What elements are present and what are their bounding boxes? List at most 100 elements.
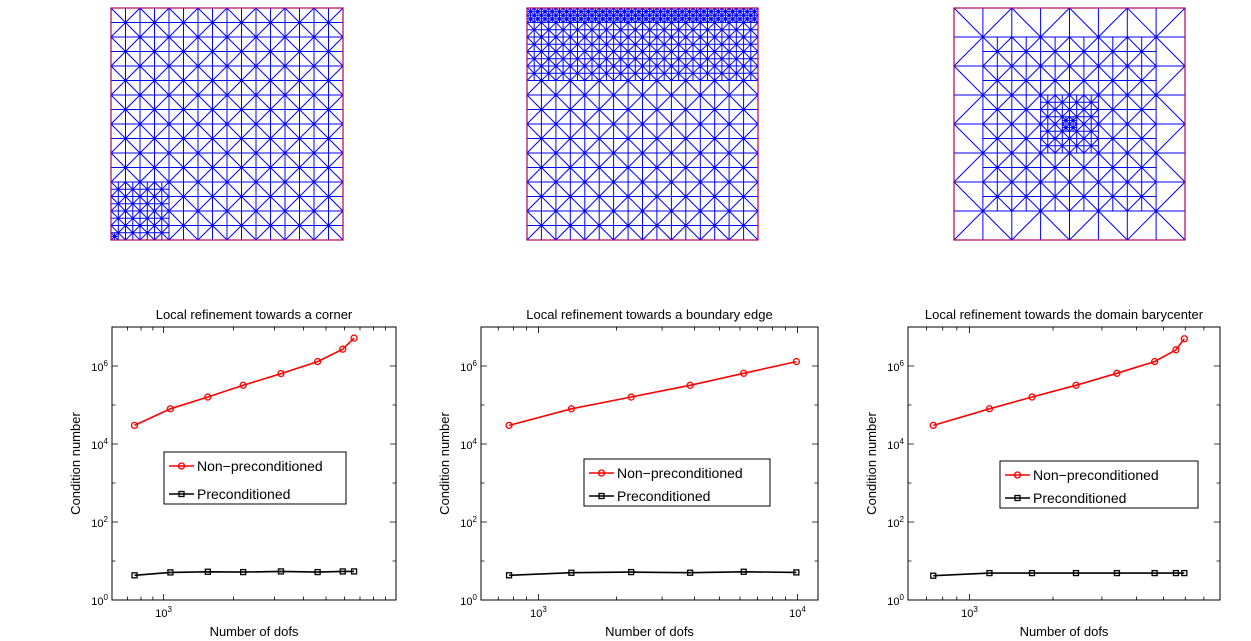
data-point bbox=[167, 569, 174, 576]
x-axis-label: Number of dofs bbox=[1020, 624, 1109, 639]
y-tick-label: 102 bbox=[887, 515, 904, 530]
series-non-preconditioned bbox=[130, 334, 358, 430]
y-tick-exp: 6 bbox=[473, 359, 478, 368]
mesh-boundary bbox=[526, 7, 759, 241]
data-point bbox=[313, 357, 322, 366]
legend-box bbox=[583, 458, 771, 507]
legend-label: Non−preconditioned bbox=[197, 458, 323, 474]
data-point bbox=[505, 421, 513, 430]
x-tick-label: 104 bbox=[789, 605, 806, 620]
x-axis-label: Number of dofs bbox=[605, 624, 694, 639]
data-point bbox=[277, 568, 285, 575]
mesh-boundary-edge bbox=[526, 7, 759, 241]
y-tick-base: 10 bbox=[460, 362, 472, 374]
x-axis-label: Number of dofs bbox=[210, 624, 299, 639]
data-point bbox=[1072, 381, 1080, 389]
data-point bbox=[1072, 569, 1080, 577]
y-tick-label: 100 bbox=[460, 593, 477, 608]
series-non-preconditioned bbox=[929, 335, 1188, 430]
data-point bbox=[686, 569, 694, 576]
data-point bbox=[567, 405, 576, 413]
data-point bbox=[740, 568, 747, 575]
mesh-boundary bbox=[953, 7, 1186, 241]
legend-marker bbox=[1014, 494, 1021, 502]
data-point bbox=[986, 569, 993, 577]
legend: Non−preconditioned Preconditioned bbox=[163, 451, 347, 505]
data-point bbox=[740, 369, 748, 377]
legend-box bbox=[163, 451, 347, 505]
y-tick-exp: 6 bbox=[104, 359, 109, 368]
series-line bbox=[508, 360, 797, 427]
y-tick-base: 10 bbox=[887, 440, 899, 452]
chart-title: Local refinement towards a corner bbox=[156, 307, 353, 322]
y-tick-label: 106 bbox=[460, 359, 477, 374]
y-tick-label: 106 bbox=[887, 359, 904, 374]
series-line bbox=[933, 572, 1185, 577]
legend-marker bbox=[1013, 471, 1022, 479]
series-line bbox=[509, 570, 797, 577]
data-point bbox=[1151, 569, 1158, 577]
data-point bbox=[628, 568, 635, 576]
data-point bbox=[1172, 569, 1180, 577]
legend-label: Preconditioned bbox=[617, 488, 710, 504]
mesh-edges bbox=[526, 7, 759, 241]
legend-label: Non−preconditioned bbox=[617, 465, 743, 481]
y-tick-label: 100 bbox=[91, 593, 108, 608]
x-tick-label: 103 bbox=[961, 605, 978, 620]
y-tick-label: 100 bbox=[887, 593, 904, 608]
mesh-boundary bbox=[110, 7, 344, 241]
series-line bbox=[933, 338, 1185, 427]
series-line bbox=[134, 570, 355, 577]
y-axis-label: Condition number bbox=[864, 412, 879, 515]
axis-ticks bbox=[480, 326, 818, 601]
y-tick-exp: 4 bbox=[473, 437, 478, 446]
y-tick-exp: 2 bbox=[473, 515, 478, 524]
mesh-barycenter bbox=[953, 7, 1186, 241]
data-point bbox=[240, 568, 247, 576]
data-point bbox=[350, 568, 358, 575]
data-point bbox=[239, 381, 247, 389]
y-tick-label: 104 bbox=[91, 437, 108, 452]
series-line bbox=[134, 337, 355, 427]
legend-marker bbox=[598, 492, 605, 500]
y-tick-label: 102 bbox=[91, 515, 108, 530]
x-tick-base: 10 bbox=[961, 608, 973, 620]
data-point bbox=[929, 421, 937, 430]
data-point bbox=[1150, 357, 1159, 366]
data-point bbox=[130, 421, 139, 430]
axis-ticks bbox=[907, 326, 1221, 601]
x-tick-label: 103 bbox=[530, 605, 547, 620]
legend: Non−preconditioned Preconditioned bbox=[999, 460, 1199, 509]
y-tick-label: 106 bbox=[91, 359, 108, 374]
data-point bbox=[568, 569, 575, 576]
mesh-edges bbox=[953, 7, 1186, 241]
y-tick-exp: 2 bbox=[900, 515, 905, 524]
x-tick-exp: 4 bbox=[801, 605, 806, 614]
data-point bbox=[166, 405, 175, 413]
y-tick-exp: 4 bbox=[104, 437, 109, 446]
x-tick-label: 103 bbox=[155, 605, 172, 620]
y-tick-base: 10 bbox=[460, 518, 472, 530]
data-point bbox=[792, 357, 801, 366]
y-tick-base: 10 bbox=[91, 362, 103, 374]
series-preconditioned bbox=[930, 569, 1188, 579]
data-point bbox=[339, 568, 346, 575]
x-tick-exp: 3 bbox=[973, 605, 978, 614]
y-tick-exp: 4 bbox=[900, 437, 905, 446]
series-preconditioned bbox=[131, 568, 358, 579]
data-point bbox=[314, 568, 321, 576]
y-tick-base: 10 bbox=[91, 440, 103, 452]
x-tick-base: 10 bbox=[789, 608, 801, 620]
y-tick-base: 10 bbox=[91, 518, 103, 530]
legend-box bbox=[999, 460, 1199, 509]
series-preconditioned bbox=[505, 568, 800, 579]
x-tick-exp: 3 bbox=[167, 605, 172, 614]
y-tick-label: 102 bbox=[460, 515, 477, 530]
y-tick-exp: 0 bbox=[900, 593, 905, 602]
data-point bbox=[204, 393, 212, 401]
axis-ticks bbox=[111, 326, 397, 601]
y-axis-label: Condition number bbox=[437, 412, 452, 515]
